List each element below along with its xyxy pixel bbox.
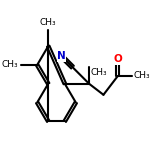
Text: O: O <box>113 54 122 64</box>
Text: CH₃: CH₃ <box>1 60 18 69</box>
Text: CH₃: CH₃ <box>40 18 57 27</box>
Text: CH₃: CH₃ <box>133 71 150 81</box>
Text: N: N <box>57 51 66 61</box>
Text: CH₃: CH₃ <box>90 68 107 77</box>
